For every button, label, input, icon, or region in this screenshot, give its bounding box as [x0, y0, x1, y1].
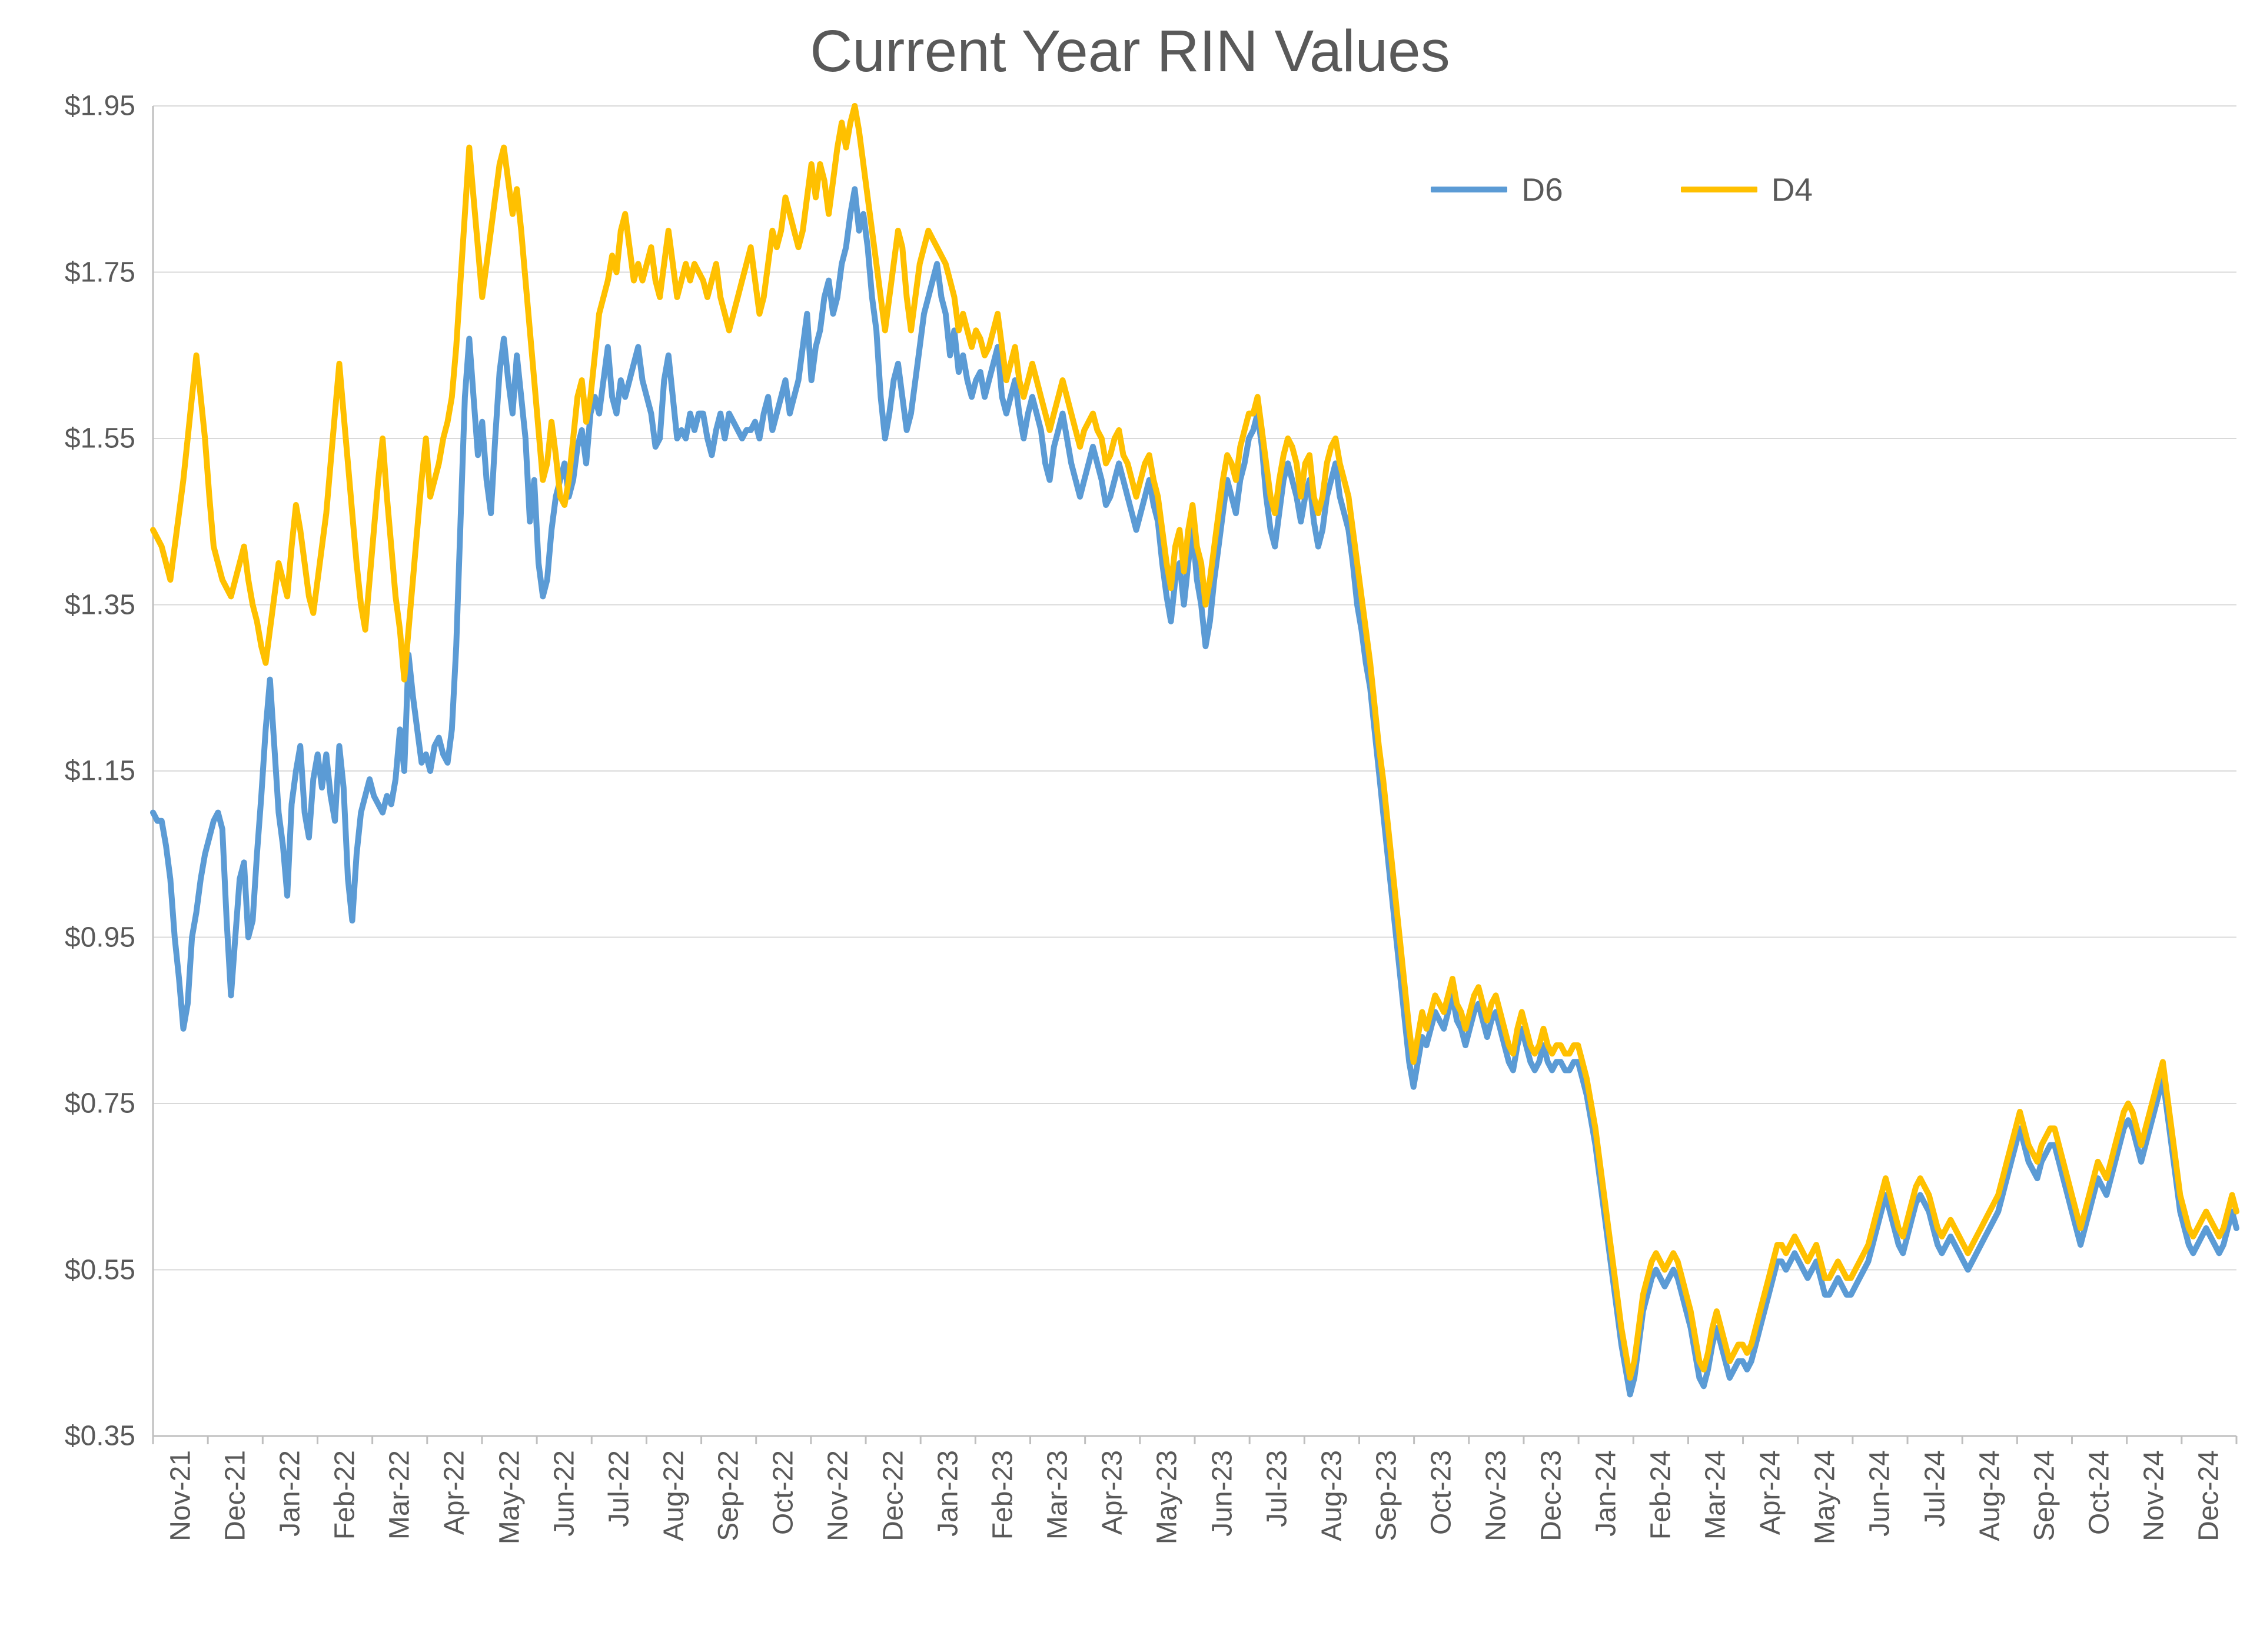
x-tick-label: Feb-23: [986, 1450, 1019, 1540]
chart-svg: [153, 106, 2236, 1436]
x-tick-label: Nov-23: [1480, 1450, 1513, 1541]
x-tick-label: Aug-23: [1315, 1450, 1348, 1541]
x-tick-label: May-24: [1809, 1450, 1842, 1544]
y-tick-label: $0.95: [65, 921, 135, 953]
y-tick-label: $1.35: [65, 589, 135, 621]
y-tick-label: $1.15: [65, 755, 135, 787]
x-tick-label: Dec-24: [2193, 1450, 2225, 1541]
x-tick-label: Mar-24: [1700, 1450, 1732, 1540]
y-tick-label: $1.75: [65, 256, 135, 288]
x-tick-label: Mar-23: [1042, 1450, 1074, 1540]
rin-values-chart: Current Year RIN Values $0.35 $0.55 $0.75 $…: [0, 0, 2260, 1638]
plot-area: [153, 106, 2236, 1436]
x-tick-label: May-23: [1151, 1450, 1184, 1544]
x-tick-label: Oct-24: [2083, 1450, 2116, 1535]
x-tick-label: Mar-22: [384, 1450, 416, 1540]
x-tick-label: Jan-23: [932, 1450, 964, 1537]
x-tick-label: Oct-22: [767, 1450, 800, 1535]
legend-item-d6: D6: [1431, 171, 1563, 208]
x-tick-label: Apr-23: [1096, 1450, 1129, 1535]
x-tick-label: Sep-23: [1371, 1450, 1403, 1541]
x-tick-label: Jun-24: [1864, 1450, 1896, 1537]
x-tick-label: Feb-22: [329, 1450, 361, 1540]
x-tick-label: Jun-23: [1206, 1450, 1238, 1537]
y-tick-label: $0.35: [65, 1420, 135, 1452]
x-tick-label: Nov-22: [822, 1450, 855, 1541]
x-tick-label: Sep-24: [2028, 1450, 2060, 1541]
series-line-d6: [153, 189, 2236, 1394]
legend: D6 D4: [1431, 171, 1813, 208]
x-tick-label: Apr-22: [438, 1450, 471, 1535]
y-tick-label: $0.55: [65, 1254, 135, 1286]
x-tick-label: Jan-22: [274, 1450, 306, 1537]
x-tick-marks: [153, 1436, 2236, 1444]
x-axis-labels: Nov-21 Dec-21 Jan-22 Feb-22 Mar-22 Apr-22 May-…: [153, 1450, 2236, 1652]
x-tick-label: Jun-22: [548, 1450, 580, 1537]
x-tick-label: May-22: [493, 1450, 526, 1544]
y-tick-label: $0.75: [65, 1088, 135, 1120]
x-tick-label: Aug-22: [658, 1450, 690, 1541]
x-tick-label: Dec-23: [1535, 1450, 1567, 1541]
x-tick-label: Jul-24: [1919, 1450, 1951, 1527]
y-tick-label: $1.55: [65, 423, 135, 455]
legend-label-d4: D4: [1772, 171, 1813, 208]
chart-title: Current Year RIN Values: [0, 18, 2260, 85]
x-tick-label: Dec-22: [877, 1450, 909, 1541]
x-tick-label: Apr-24: [1754, 1450, 1787, 1535]
series-line-d4: [153, 106, 2236, 1378]
y-axis-labels: $0.35$0.55$0.75$0.95$1.15$1.35$1.55$1.75…: [0, 106, 141, 1436]
y-gridlines: [153, 106, 2236, 1436]
x-tick-label: Jan-24: [1590, 1450, 1622, 1537]
y-tick-label: $1.95: [65, 90, 135, 122]
legend-label-d6: D6: [1521, 171, 1563, 208]
x-tick-label: Dec-21: [219, 1450, 251, 1541]
x-tick-label: Feb-24: [1644, 1450, 1677, 1540]
x-tick-label: Aug-24: [1973, 1450, 2006, 1541]
legend-swatch-d4: [1681, 187, 1757, 192]
series-group: [153, 106, 2236, 1394]
x-tick-label: Jul-23: [1261, 1450, 1293, 1527]
x-tick-label: Sep-22: [713, 1450, 745, 1541]
x-tick-label: Nov-24: [2138, 1450, 2171, 1541]
x-tick-label: Oct-23: [1425, 1450, 1458, 1535]
x-tick-label: Jul-22: [603, 1450, 635, 1527]
x-tick-label: Nov-21: [164, 1450, 197, 1541]
legend-swatch-d6: [1431, 187, 1507, 192]
legend-item-d4: D4: [1681, 171, 1813, 208]
